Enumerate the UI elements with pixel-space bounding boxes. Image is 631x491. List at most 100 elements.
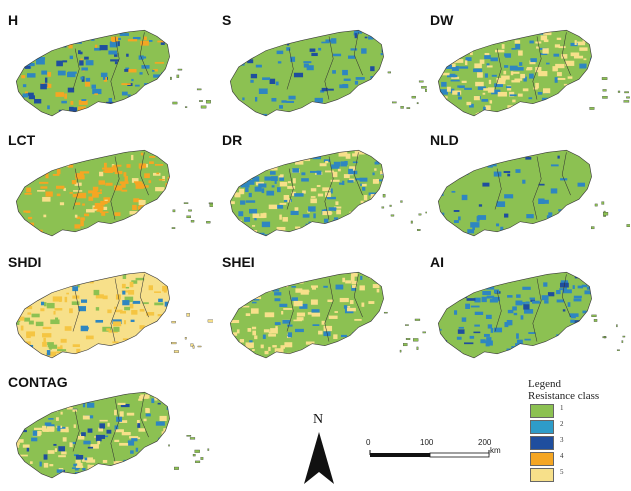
- raster-patch: [340, 161, 347, 167]
- raster-patch: [335, 201, 339, 206]
- raster-patch: [500, 226, 504, 232]
- raster-patch: [74, 224, 81, 229]
- raster-patch: [290, 210, 299, 216]
- district-boundary: [286, 274, 363, 342]
- raster-patch: [138, 428, 146, 432]
- raster-patch: [80, 58, 83, 62]
- raster-patch: [260, 213, 267, 218]
- raster-patch: [224, 232, 226, 235]
- raster-patch: [434, 317, 436, 320]
- raster-patch: [135, 277, 145, 281]
- raster-patch: [507, 173, 511, 177]
- raster-patch: [370, 225, 376, 229]
- raster-patch: [43, 406, 53, 409]
- raster-patch: [450, 79, 460, 82]
- raster-patch: [520, 315, 524, 320]
- raster-patch: [464, 60, 468, 66]
- raster-patch: [529, 40, 534, 44]
- raster-patch: [255, 216, 265, 219]
- raster-patch: [309, 270, 311, 272]
- raster-patch: [442, 57, 446, 61]
- raster-patch: [110, 59, 119, 62]
- raster-patch: [45, 286, 49, 292]
- raster-patch: [54, 448, 58, 452]
- island: [616, 324, 618, 328]
- raster-patch: [380, 99, 384, 101]
- raster-patch: [119, 420, 128, 423]
- raster-patch: [507, 295, 513, 298]
- raster-patch: [345, 349, 350, 352]
- raster-patch: [297, 272, 304, 274]
- raster-patch: [119, 411, 123, 414]
- raster-patch: [497, 91, 507, 97]
- raster-patch: [95, 434, 106, 439]
- raster-patch: [530, 58, 537, 63]
- raster-patch: [274, 322, 281, 325]
- raster-patch: [20, 325, 24, 331]
- raster-patch: [314, 97, 323, 103]
- island: [200, 105, 207, 109]
- raster-patch: [518, 113, 526, 116]
- raster-patch: [257, 233, 264, 236]
- raster-patch: [323, 325, 333, 332]
- raster-patch: [572, 94, 581, 101]
- raster-patch: [270, 328, 278, 334]
- raster-patch: [371, 230, 376, 233]
- raster-patch: [236, 111, 241, 116]
- raster-patch: [335, 355, 345, 358]
- raster-patch: [161, 219, 169, 224]
- raster-patch: [275, 326, 278, 330]
- raster-patch: [438, 353, 446, 356]
- raster-patch: [170, 325, 174, 328]
- raster-patch: [506, 319, 513, 326]
- raster-patch: [232, 312, 236, 315]
- raster-patch: [361, 48, 367, 54]
- legend-swatch: [530, 468, 554, 482]
- raster-patch: [23, 400, 32, 406]
- raster-patch: [438, 89, 448, 95]
- raster-patch: [351, 280, 358, 285]
- raster-patch: [42, 341, 47, 347]
- raster-patch: [233, 161, 242, 164]
- raster-patch: [39, 181, 49, 184]
- legend-label: 2: [560, 420, 564, 428]
- raster-patch: [328, 315, 338, 319]
- raster-patch: [343, 305, 348, 309]
- raster-patch: [169, 285, 170, 289]
- raster-patch: [20, 181, 28, 184]
- raster-patch: [173, 332, 181, 335]
- raster-patch: [133, 112, 136, 116]
- raster-patch: [162, 272, 168, 278]
- raster-patch: [152, 460, 158, 464]
- raster-patch: [108, 50, 117, 55]
- raster-patch: [349, 170, 358, 175]
- raster-patch: [576, 359, 582, 363]
- raster-patch: [505, 55, 511, 58]
- raster-patch: [24, 91, 28, 94]
- raster-patch: [61, 237, 65, 239]
- raster-patch: [155, 327, 160, 333]
- raster-patch: [113, 106, 120, 112]
- region-boundary: [437, 29, 592, 117]
- raster-patch: [302, 290, 310, 293]
- raster-patch: [104, 167, 113, 173]
- raster-patch: [450, 30, 459, 34]
- raster-patch: [543, 39, 549, 43]
- raster-patch: [236, 297, 240, 302]
- raster-patch: [73, 463, 78, 467]
- raster-patch: [493, 289, 500, 294]
- raster-patch: [77, 106, 86, 112]
- raster-patch: [550, 115, 554, 116]
- district-boundary: [494, 274, 571, 342]
- raster-patch: [113, 321, 122, 327]
- raster-patch: [144, 236, 151, 240]
- raster-patch: [518, 352, 524, 357]
- raster-patch: [469, 335, 475, 339]
- raster-patch: [480, 30, 485, 33]
- raster-patch: [533, 87, 538, 90]
- raster-patch: [471, 30, 478, 35]
- raster-patch: [148, 235, 158, 236]
- raster-patch: [46, 32, 52, 36]
- raster-patch: [321, 229, 324, 235]
- raster-patch: [574, 113, 584, 116]
